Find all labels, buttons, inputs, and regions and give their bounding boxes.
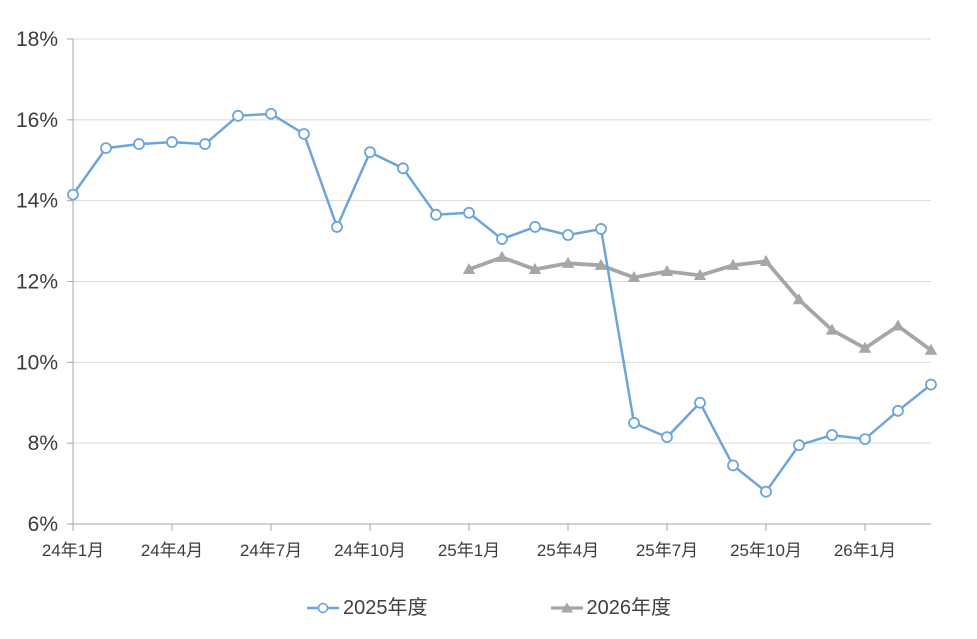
x-tick-label: 24年1月 [42,541,104,560]
data-point-circle [232,109,244,122]
data-point-circle [397,162,409,175]
data-point-triangle [825,323,839,335]
data-point-triangle [726,258,740,270]
data-point-circle [265,107,277,120]
data-point-triangle [858,341,872,353]
data-point-circle [628,417,640,429]
data-point-circle [166,136,178,148]
x-tick-label: 26年1月 [834,541,896,560]
data-point-circle [892,404,904,417]
data-point-circle [496,233,508,245]
line-chart: 6% 8% 10% 12% 14% 16% 18% 24年1月 24年4月 24年7月 24年10月… [16,28,938,560]
legend-item-2026: 2026年度 [550,597,672,619]
data-point-triangle [759,254,773,266]
data-point-triangle [528,262,542,274]
data-point-circle [760,485,772,498]
data-point-circle [133,138,145,150]
data-point-triangle [627,271,641,283]
data-point-triangle [462,262,476,274]
data-point-triangle [792,293,806,305]
data-point-circle [661,431,673,444]
data-point-circle [595,223,607,235]
y-tick-label: 6% [28,513,58,536]
legend-label-2026: 2026年度 [586,597,672,619]
chart-legend: 2025年度 2026年度 [0,598,977,618]
y-tick-label: 16% [16,109,58,132]
data-point-circle [463,206,475,219]
data-point-circle [529,221,541,233]
y-tick-label: 12% [16,271,58,294]
y-tick-label: 8% [28,432,58,455]
data-point-circle [925,378,937,391]
legend-triangle-marker-icon [550,602,583,613]
x-tick-label: 24年10月 [334,541,406,560]
data-point-circle [694,396,706,409]
data-point-triangle [891,319,905,331]
data-point-circle [859,433,871,446]
x-tick-label: 25年4月 [537,541,599,560]
data-point-circle [331,221,343,233]
x-tick-label: 25年10月 [730,541,802,560]
data-point-circle [100,142,112,155]
y-tick-label: 18% [16,28,58,51]
data-point-circle [727,459,739,472]
x-tick-label: 24年7月 [240,541,302,560]
data-point-circle [298,128,310,140]
data-point-circle [430,208,442,221]
legend-label-2025: 2025年度 [343,597,428,619]
data-point-circle [364,146,376,159]
legend-item-2025: 2025年度 [306,598,428,618]
data-point-triangle [561,256,575,268]
y-tick-label: 10% [16,351,58,374]
y-tick-label: 14% [16,190,58,213]
data-point-circle [67,188,79,201]
x-tick-label: 24年4月 [141,541,203,560]
x-tick-label: 25年7月 [636,541,698,560]
data-point-circle [562,229,574,241]
data-point-triangle [924,343,938,355]
data-point-triangle [594,258,608,270]
data-point-triangle [660,264,674,276]
data-point-circle [826,429,838,441]
legend-circle-marker-icon [307,602,339,614]
data-point-triangle [495,250,509,262]
data-point-circle [793,439,805,452]
data-point-circle [199,138,211,150]
x-tick-label: 25年1月 [438,541,500,560]
data-point-triangle [693,269,707,281]
